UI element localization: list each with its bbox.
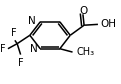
Text: OH: OH <box>100 19 116 29</box>
Text: F: F <box>18 58 23 68</box>
Text: N: N <box>30 44 38 54</box>
Text: F: F <box>0 44 6 54</box>
Text: F: F <box>11 28 16 38</box>
Text: N: N <box>28 16 36 26</box>
Text: O: O <box>79 6 88 16</box>
Text: CH₃: CH₃ <box>76 47 94 57</box>
